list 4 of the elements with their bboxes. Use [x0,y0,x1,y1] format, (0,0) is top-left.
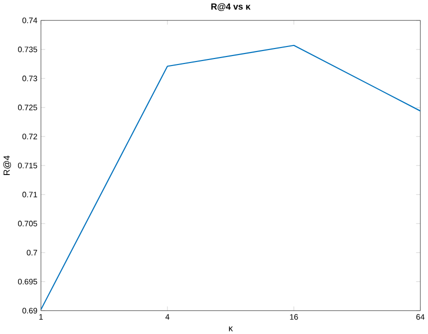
line-series [40,44,420,310]
y-axis-title: R@4 [3,155,11,175]
chart-title: R@4 vs κ [211,3,251,11]
x-axis-title: κ [229,326,233,331]
